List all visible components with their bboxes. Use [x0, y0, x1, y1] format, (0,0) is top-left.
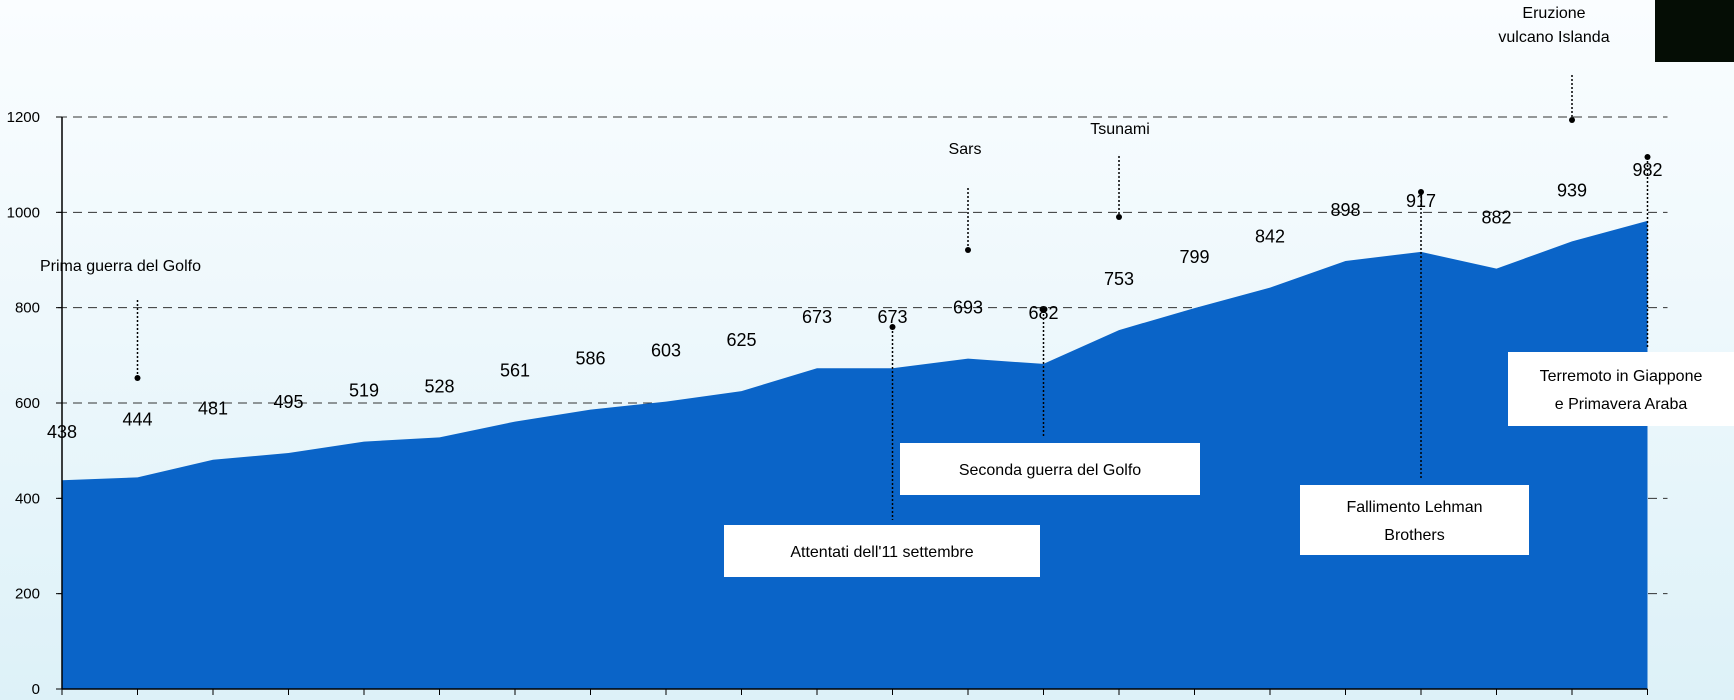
event-marker-dot	[1116, 214, 1122, 220]
y-tick-label: 200	[15, 586, 40, 603]
y-tick-label: 1200	[7, 109, 40, 126]
event-label: Tsunami	[1090, 121, 1150, 138]
event-label: Attentati dell'11 settembre	[790, 544, 973, 561]
value-label: 842	[1255, 227, 1285, 247]
event-annotation: Sars	[949, 141, 982, 253]
y-tick-label: 600	[15, 395, 40, 412]
value-label: 673	[802, 307, 832, 327]
event-marker-dot	[1644, 154, 1651, 160]
event-marker-dot	[1418, 189, 1424, 195]
event-annotation: Seconda guerra del Golfo	[900, 307, 1200, 495]
event-label: Fallimento Lehman	[1346, 499, 1482, 516]
value-label: 481	[198, 399, 228, 419]
event-annotation: Prima guerra del Golfo	[40, 258, 201, 381]
value-label: 495	[273, 392, 303, 412]
y-tick-label: 1000	[7, 204, 40, 221]
value-label: 753	[1104, 269, 1134, 289]
event-label: Prima guerra del Golfo	[40, 258, 201, 275]
area-series	[62, 220, 1648, 689]
event-label: vulcano Islanda	[1498, 29, 1609, 46]
value-label: 939	[1557, 180, 1587, 200]
y-tick-label: 400	[15, 490, 40, 507]
x-axis-ticks	[61, 688, 1648, 695]
event-marker-dot	[1040, 307, 1047, 313]
event-box	[900, 443, 1200, 495]
event-annotations: Prima guerra del Golfo Attentati dell'11 …	[40, 5, 1734, 577]
event-annotation: Tsunami	[1090, 121, 1150, 220]
value-label: 603	[651, 341, 681, 361]
event-marker-dot	[134, 375, 141, 381]
value-label: 528	[424, 376, 454, 396]
value-label: 799	[1179, 247, 1209, 267]
event-label: Seconda guerra del Golfo	[959, 462, 1141, 479]
event-annotation: Eruzione vulcano Islanda	[1498, 5, 1610, 123]
value-label: 898	[1330, 200, 1360, 220]
event-annotation: Terremoto in Giappone e Primavera Araba	[1508, 154, 1734, 426]
event-annotation: Fallimento Lehman Brothers	[1300, 189, 1529, 555]
event-marker-dot	[889, 324, 896, 330]
event-label: Eruzione	[1522, 5, 1585, 22]
area-fill	[62, 220, 1648, 689]
event-box	[1300, 485, 1529, 555]
event-label: Sars	[949, 141, 982, 158]
value-label: 586	[575, 349, 605, 369]
event-label: e Primavera Araba	[1555, 396, 1688, 413]
value-label: 519	[349, 381, 379, 401]
event-marker-dot	[1569, 117, 1575, 123]
event-marker-dot	[965, 247, 971, 253]
y-tick-label: 0	[32, 681, 40, 698]
value-label: 673	[877, 307, 907, 327]
event-box	[724, 525, 1040, 577]
y-axis: 0 200 400 600 800 1000 1200	[7, 109, 63, 698]
value-label: 625	[726, 330, 756, 350]
event-label: Brothers	[1384, 527, 1444, 544]
value-label: 693	[953, 298, 983, 318]
value-label: 444	[122, 409, 152, 429]
event-label: Terremoto in Giappone	[1540, 368, 1703, 385]
event-annotation: Attentati dell'11 settembre	[724, 324, 1040, 577]
y-tick-label: 800	[15, 300, 40, 317]
value-label: 561	[500, 361, 530, 381]
event-box	[1508, 352, 1734, 426]
value-label: 882	[1481, 208, 1511, 228]
corner-image	[1655, 0, 1734, 62]
value-label: 438	[47, 422, 77, 442]
